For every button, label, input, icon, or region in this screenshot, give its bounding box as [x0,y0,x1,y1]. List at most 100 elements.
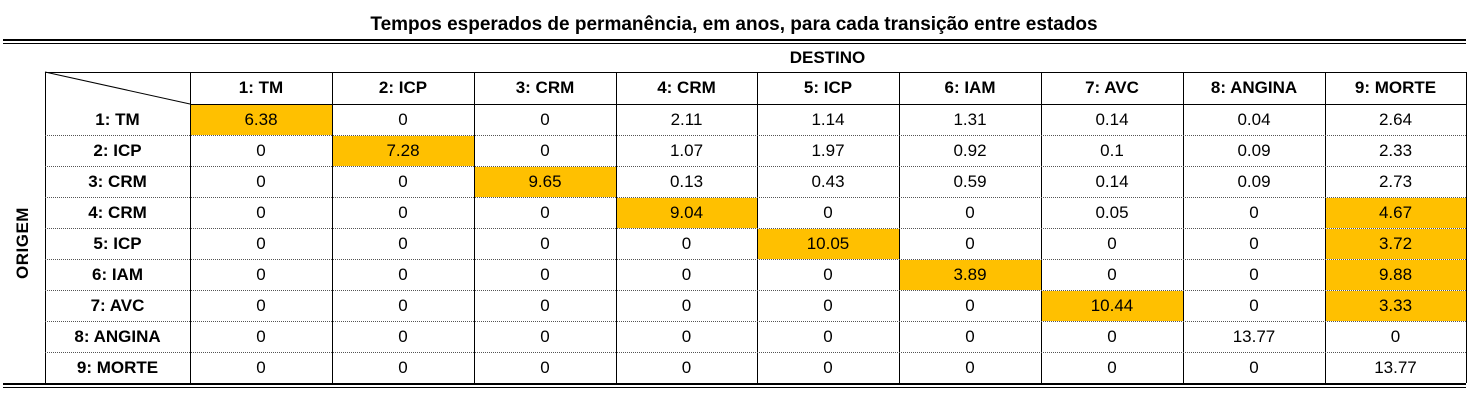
grid-hline [190,104,1466,105]
table-cell: 0 [540,357,550,377]
grid-vline [1041,72,1042,383]
table-cell: 0 [256,357,266,377]
grid-hline [45,72,1466,73]
table-cell: 0 [1390,326,1401,346]
table-cell: 0.1 [1100,140,1124,160]
grid-vline [1183,72,1184,383]
grid-hline-dotted [45,321,1466,322]
row-header: 6: IAM [92,264,143,284]
column-header: 4: CRM [657,78,716,97]
grid-hline-dotted [45,197,1466,198]
table-rule-bottom-2 [3,387,1466,388]
highlight-fill [758,229,899,259]
table-cell: 0 [398,202,408,222]
table-cell: 0.05 [1095,202,1129,222]
row-header: 3: CRM [88,171,147,191]
highlight-fill [1326,198,1466,228]
table-cell: 0 [681,295,692,315]
row-header: 5: ICP [93,233,142,253]
table-cell: 0 [1107,326,1117,346]
table-cell: 0 [823,264,833,284]
highlight-fill [900,260,1041,290]
grid-vline [45,72,46,383]
highlight-fill [1042,291,1183,321]
grid-hline-dotted [45,228,1466,229]
table-cell: 1.31 [953,109,987,129]
table-cell: 0 [256,171,266,191]
column-header: 5: ICP [803,78,853,97]
row-header: 4: CRM [88,202,147,222]
table-cell: 0 [965,202,975,222]
table-cell: 0 [540,295,550,315]
grid-vline [190,72,191,383]
table-cell: 0 [965,233,975,253]
origem-label: ORIGEM [1,100,45,385]
table-cell: 13.77 [1374,357,1417,377]
column-header: 6: IAM [944,78,996,97]
table-cell: 0 [1107,264,1117,284]
table-cell: 0 [540,233,550,253]
table-cell: 0 [1249,202,1259,222]
table-cell: 0 [540,109,550,129]
table-cell: 0 [965,326,975,346]
table-cell: 1.07 [669,140,704,160]
grid-hline-dotted [45,166,1466,167]
table-rule-bottom [3,383,1466,385]
table-cell: 0 [398,233,408,253]
table-cell: 9.04 [669,202,704,222]
table-cell: 0 [540,264,550,284]
table-cell: 0 [1249,233,1259,253]
highlight-fill [475,167,616,197]
table-cell: 0 [1249,264,1259,284]
table-cell: 7.28 [386,140,420,160]
title-rule-top [3,39,1466,41]
grid-hline-dotted [45,352,1466,353]
table-cell: 0.09 [1237,140,1271,160]
grid-vline [616,72,617,383]
column-header: 9: MORTE [1354,78,1437,97]
highlight-fill [1326,291,1466,321]
grid-hline-dotted [45,135,1466,136]
table-cell: 0.92 [953,140,987,160]
table-cell: 0 [256,233,266,253]
table-cell: 2.33 [1378,140,1413,160]
row-header: 2: ICP [93,140,142,160]
grid-vline [1325,72,1326,383]
table-cell: 10.44 [1090,295,1134,315]
table-cell: 0 [1249,295,1259,315]
column-header: 7: AVC [1085,78,1139,97]
table-cell: 0.04 [1237,109,1271,129]
table-cell: 9.88 [1378,264,1413,284]
table-cell: 0 [256,140,266,160]
table-cell: 0 [965,357,975,377]
table-cell: 0 [398,295,408,315]
table-cell: 0 [398,264,408,284]
table-cell: 0 [256,202,266,222]
table-cell: 0 [681,357,692,377]
table-cell: 0 [540,326,550,346]
row-header: 8: ANGINA [74,326,161,346]
table-title: Tempos esperados de permanência, em anos… [370,14,1098,35]
table-cell: 0.43 [811,171,845,191]
highlight-fill [1326,229,1466,259]
table-cell: 0 [823,202,833,222]
table-cell: 0 [256,326,266,346]
corner-diagonal-line [44,71,191,105]
table-cell: 6.38 [244,109,278,129]
table-cell: 4.67 [1378,202,1413,222]
table-cell: 3.33 [1378,295,1413,315]
table-cell: 0 [398,326,408,346]
title-rule-bottom [3,43,1466,44]
row-header: 9: MORTE [76,357,159,377]
table-cell: 0 [1249,357,1259,377]
grid-hline-dotted [45,259,1466,260]
row-header: 1: TM [95,109,140,129]
table-cell: 0.59 [953,171,987,191]
highlight-fill [191,105,332,135]
destino-label: DESTINO [789,48,866,67]
grid-vline [899,72,900,383]
table-cell: 0 [823,295,833,315]
table-cell: 0.14 [1095,109,1129,129]
column-header: 3: CRM [515,78,575,97]
table-cell: 0 [965,295,975,315]
